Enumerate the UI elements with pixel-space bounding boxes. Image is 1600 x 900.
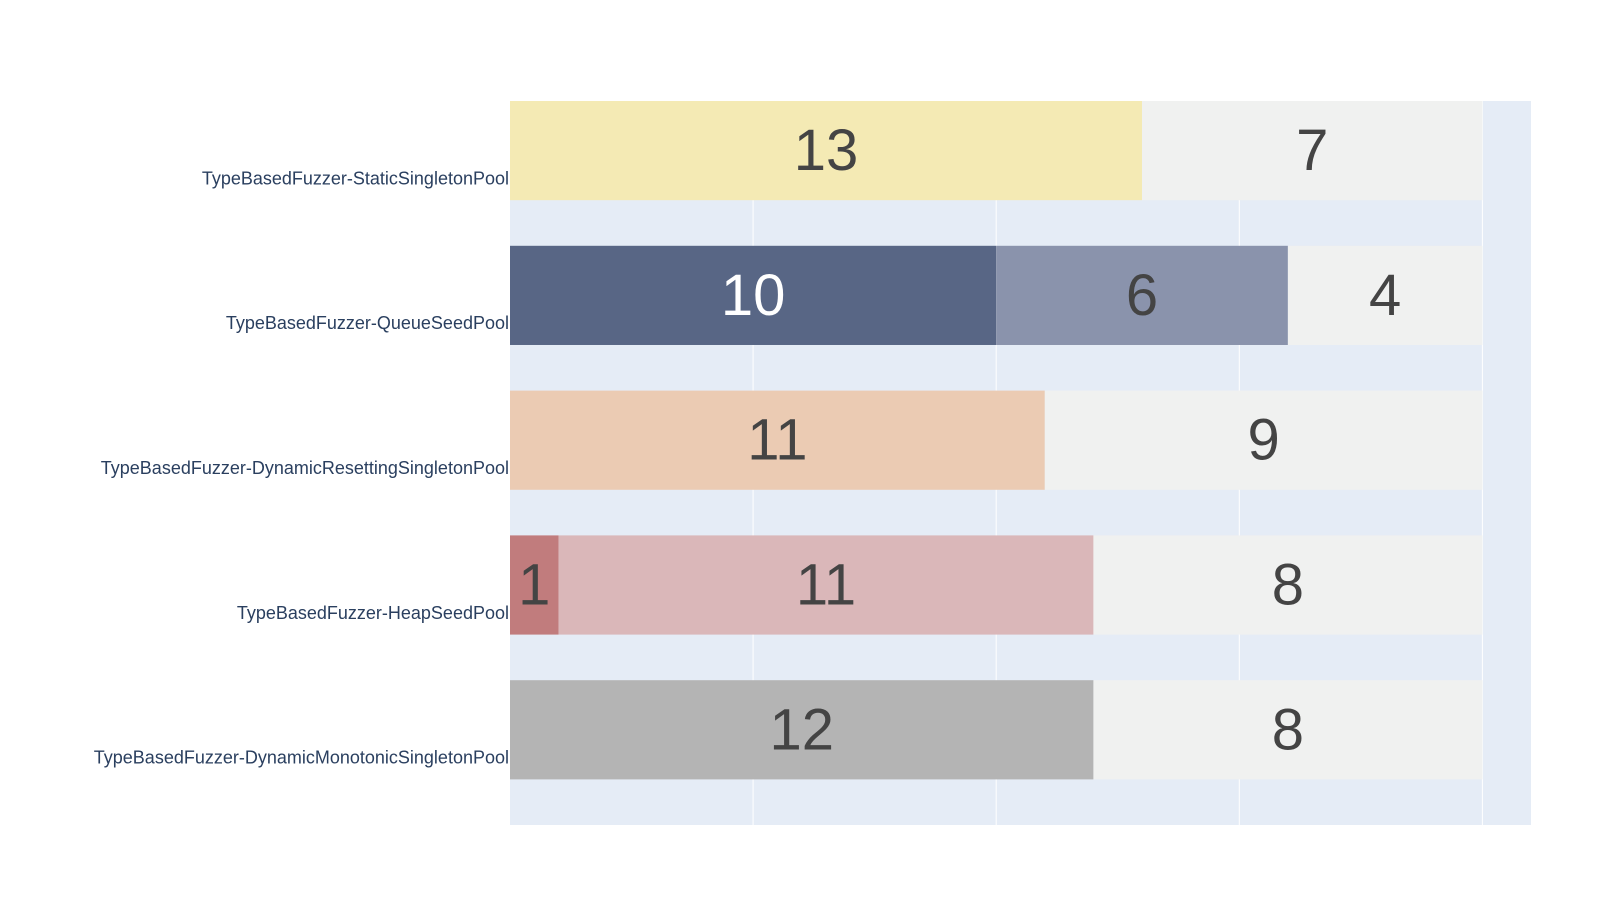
bar-value-label-3-1: 11 bbox=[796, 552, 856, 617]
bar-segment-1-0 bbox=[510, 245, 997, 345]
bar-segment-3-1 bbox=[558, 535, 1094, 635]
category-label-2: TypeBasedFuzzer-DynamicResettingSingleto… bbox=[101, 458, 509, 478]
bar-value-label-1-0: 10 bbox=[721, 263, 786, 328]
bar-segment-2-0 bbox=[510, 390, 1045, 490]
category-label-3: TypeBasedFuzzer-HeapSeedPool bbox=[237, 603, 509, 623]
bar-segment-0-1 bbox=[1142, 101, 1483, 201]
category-labels: TypeBasedFuzzer-StaticSingletonPool TypeB… bbox=[94, 168, 509, 767]
bar-segment-1-1 bbox=[996, 245, 1288, 345]
bar-value-label-4-1: 8 bbox=[1272, 697, 1304, 762]
bar-value-label-3-2: 8 bbox=[1272, 552, 1304, 617]
bar-segment-1-2 bbox=[1287, 245, 1483, 345]
bar-value-label-2-0: 11 bbox=[747, 408, 807, 473]
bar-value-label-1-1: 6 bbox=[1126, 263, 1158, 328]
bar-segment-0-0 bbox=[510, 101, 1143, 201]
bar-value-label-1-2: 4 bbox=[1369, 263, 1401, 328]
bar-value-label-3-0: 1 bbox=[518, 552, 550, 617]
bar-segment-4-0 bbox=[510, 680, 1094, 780]
bar-segment-3-2 bbox=[1093, 535, 1483, 635]
bar-segment-3-0 bbox=[510, 535, 559, 635]
category-label-1: TypeBasedFuzzer-QueueSeedPool bbox=[226, 313, 509, 333]
bar-segments: 13 710 6 411 91 11 812 8 bbox=[510, 101, 1483, 780]
bar-segment-2-1 bbox=[1044, 390, 1483, 490]
bar-value-label-0-1: 7 bbox=[1296, 118, 1328, 183]
bar-value-label-2-1: 9 bbox=[1247, 408, 1279, 473]
category-label-0: TypeBasedFuzzer-StaticSingletonPool bbox=[202, 168, 509, 188]
bar-value-label-4-0: 12 bbox=[769, 697, 834, 762]
category-label-4: TypeBasedFuzzer-DynamicMonotonicSingleto… bbox=[94, 748, 509, 768]
bar-segment-4-1 bbox=[1093, 680, 1483, 780]
bar-value-label-0-0: 13 bbox=[794, 118, 859, 183]
